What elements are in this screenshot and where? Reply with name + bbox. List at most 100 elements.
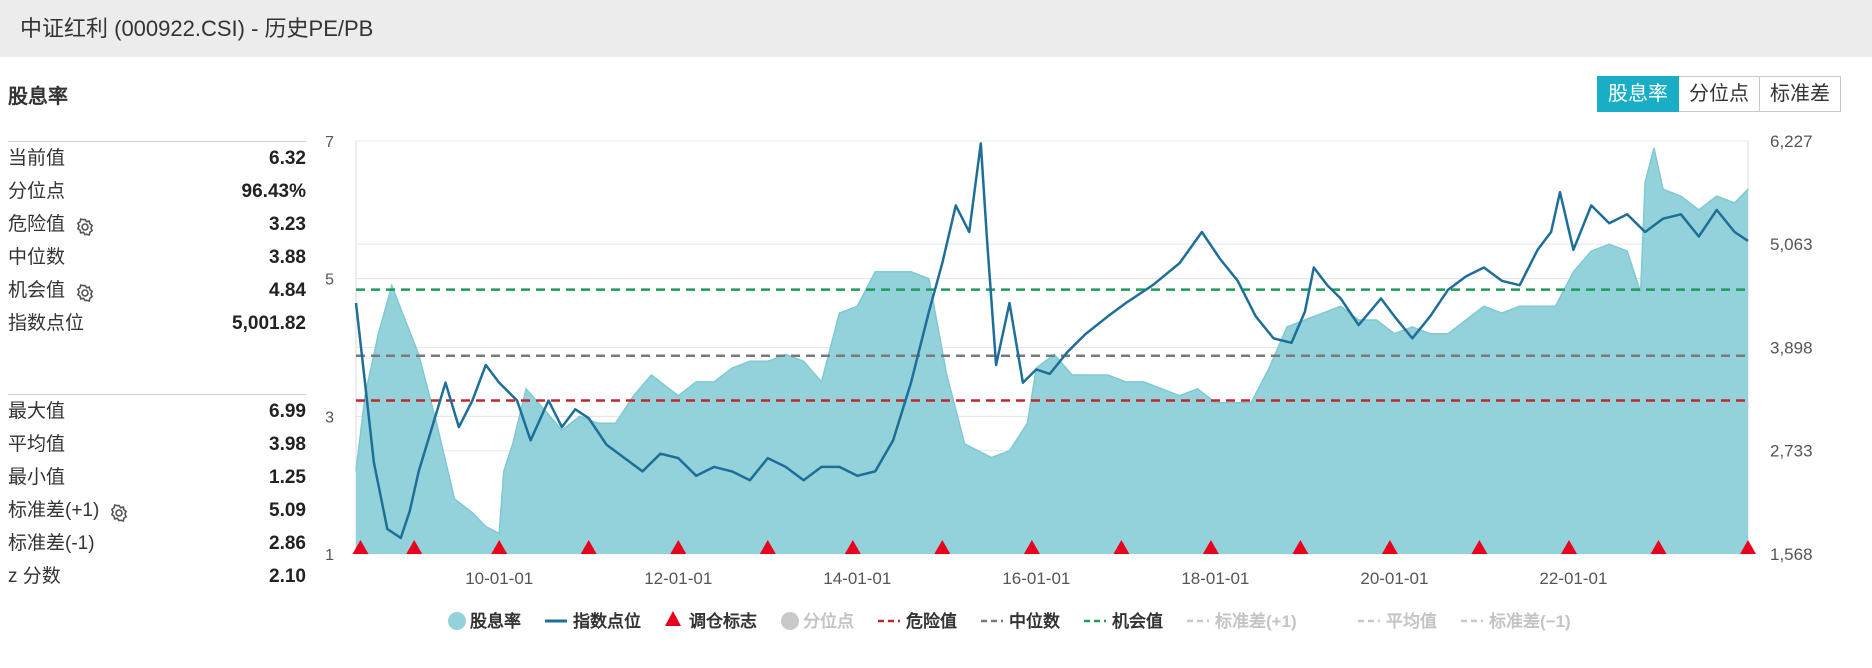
legend-item[interactable]: 股息率	[448, 611, 521, 631]
y-right-tick-label: 6,227	[1770, 132, 1813, 151]
legend-dot-icon	[448, 612, 466, 630]
rebalance-marker	[1113, 540, 1130, 554]
stat-row: 标准差(+1) 5.09	[8, 494, 306, 527]
stat-label: 标准差(+1)	[8, 494, 129, 527]
legend-label: 标准差(−1)	[1489, 611, 1571, 631]
toggle-stddev-button[interactable]: 标准差	[1759, 76, 1841, 112]
metric-toggle: 股息率 分位点 标准差	[1597, 76, 1841, 112]
stat-row: z 分数 2.10	[8, 560, 306, 593]
toggle-dividend-yield-button[interactable]: 股息率	[1597, 76, 1679, 112]
toggle-percentile-button[interactable]: 分位点	[1678, 76, 1760, 112]
rebalance-marker	[670, 540, 687, 554]
stat-label: 当前值	[8, 142, 65, 175]
legend-label: 调仓标志	[689, 611, 757, 631]
stat-value: 5.09	[269, 500, 306, 521]
stat-value: 6.99	[269, 401, 306, 422]
stat-value: 3.88	[269, 247, 306, 268]
dividend-yield-area	[356, 147, 1748, 554]
page-title: 中证红利 (000922.CSI) - 历史PE/PB	[20, 16, 374, 41]
x-tick-label: 20-01-01	[1360, 569, 1428, 588]
rebalance-marker	[844, 540, 861, 554]
stat-label-text: 最大值	[8, 401, 66, 422]
rebalance-marker	[1471, 540, 1488, 554]
stat-label-text: 标准差(+1)	[8, 500, 100, 521]
legend-item[interactable]: 平均值	[1358, 611, 1437, 631]
legend-label: 指数点位	[573, 611, 641, 631]
legend-label: 危险值	[905, 611, 957, 631]
legend-label: 分位点	[803, 611, 854, 631]
gear-icon[interactable]	[75, 215, 95, 236]
legend-item[interactable]: 机会值	[1084, 611, 1163, 631]
stat-label-text: 机会值	[8, 280, 66, 301]
stat-row: 中位数 3.88	[8, 241, 306, 274]
legend-item[interactable]: 调仓标志	[665, 611, 757, 631]
legend-dot-icon	[781, 612, 799, 630]
gear-icon[interactable]	[109, 501, 129, 522]
stat-label: 中位数	[8, 241, 65, 274]
rebalance-marker	[580, 540, 597, 554]
stat-label-text: 标准差(-1)	[8, 533, 95, 554]
legend-item[interactable]: 指数点位	[545, 611, 641, 631]
x-tick-label: 16-01-01	[1002, 569, 1070, 588]
stat-row: 最小值 1.25	[8, 461, 306, 494]
stat-label: 最大值	[8, 395, 65, 428]
stat-label-text: 危险值	[8, 214, 66, 235]
rebalance-marker	[1202, 540, 1219, 554]
y-right-tick-label: 3,898	[1770, 338, 1813, 357]
stat-label-text: 当前值	[8, 148, 66, 169]
rebalance-marker	[491, 540, 508, 554]
x-tick-label: 10-01-01	[465, 569, 533, 588]
rebalance-marker	[352, 540, 369, 554]
rebalance-marker	[1292, 540, 1309, 554]
dividend-yield-line	[355, 147, 1749, 535]
stat-label: z 分数	[8, 560, 61, 593]
rebalance-marker	[1023, 540, 1040, 554]
legend-label: 股息率	[470, 611, 521, 631]
legend-item[interactable]: 标准差(+1)	[1187, 611, 1297, 631]
stat-row: 标准差(-1) 2.86	[8, 527, 306, 560]
x-tick-label: 14-01-01	[823, 569, 891, 588]
legend-item[interactable]: 标准差(−1)	[1461, 611, 1571, 631]
y-left-tick-label: 7	[325, 134, 334, 151]
stat-row: 危险值 3.23	[8, 208, 306, 241]
stat-row: 分位点 96.43%	[8, 175, 306, 208]
legend-label: 中位数	[1009, 611, 1061, 631]
y-left-tick-label: 1	[325, 547, 334, 564]
stat-value: 3.98	[269, 434, 306, 455]
x-tick-label: 18-01-01	[1181, 569, 1249, 588]
y-right-tick-label: 2,733	[1770, 442, 1813, 461]
stat-label-text: 最小值	[8, 467, 66, 488]
stat-label: 分位点	[8, 175, 65, 208]
stat-value: 2.10	[269, 566, 306, 587]
legend-item[interactable]: 中位数	[981, 611, 1061, 631]
rebalance-marker	[406, 540, 423, 554]
stat-label: 指数点位	[8, 307, 84, 340]
stat-label-text: 平均值	[8, 434, 66, 455]
stat-label: 危险值	[8, 208, 95, 241]
legend-label: 标准差(+1)	[1215, 611, 1297, 631]
stat-label: 最小值	[8, 461, 65, 494]
history-stats-panel: 最大值 6.99 平均值 3.98 最小值 1.25 标准差(+1) 5.09 标准差(-1) 2…	[8, 394, 306, 593]
stat-row: 平均值 3.98	[8, 428, 306, 461]
x-tick-label: 22-01-01	[1539, 569, 1607, 588]
rebalance-marker	[934, 540, 951, 554]
gear-icon[interactable]	[75, 281, 95, 302]
stat-row: 指数点位 5,001.82	[8, 307, 306, 340]
stat-value: 3.23	[269, 214, 306, 235]
stat-value: 1.25	[269, 467, 306, 488]
legend-item[interactable]: 危险值	[878, 611, 957, 631]
stat-label-text: z 分数	[8, 566, 61, 587]
stat-label-text: 指数点位	[8, 313, 85, 334]
legend-item[interactable]: 分位点	[781, 611, 854, 631]
stat-row: 最大值 6.99	[8, 395, 306, 428]
legend-label: 机会值	[1112, 611, 1163, 631]
stat-label-text: 中位数	[8, 247, 66, 268]
current-stats-panel: 当前值 6.32 分位点 96.43% 危险值 3.23 中位数 3.88 机会值 4.84 指数点…	[8, 141, 306, 340]
rebalance-marker	[1650, 540, 1667, 554]
rebalance-marker	[759, 540, 776, 554]
stat-label: 平均值	[8, 428, 65, 461]
stat-label-text: 分位点	[8, 181, 66, 202]
stat-value: 96.43%	[241, 181, 306, 202]
y-right-tick-label: 1,568	[1770, 545, 1813, 564]
